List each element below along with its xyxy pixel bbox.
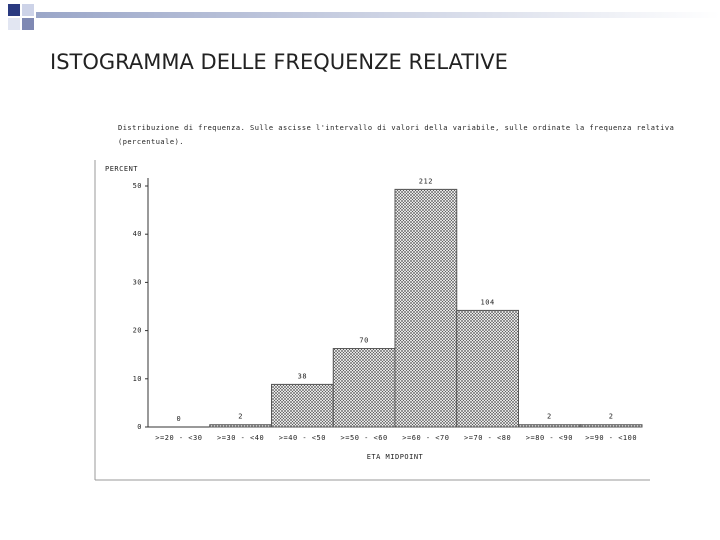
bar [394, 188, 458, 428]
bar [209, 424, 272, 428]
data-label: 2 [609, 413, 614, 421]
data-label: 104 [481, 298, 495, 306]
y-axis-label: PERCENT [105, 165, 138, 173]
caption: Distribuzione di frequenza. Sulle asciss… [118, 124, 674, 132]
bar [332, 348, 396, 428]
x-tick-label: >=60 - <70 [402, 434, 449, 442]
decoration [8, 4, 720, 30]
bar [518, 424, 581, 428]
bar [456, 309, 519, 428]
data-label: 2 [238, 413, 243, 421]
data-label: 70 [359, 337, 368, 345]
x-tick-label: >=50 - <60 [341, 434, 388, 442]
data-label: 38 [298, 372, 307, 380]
y-tick-label: 20 [133, 327, 142, 335]
data-label: 2 [547, 413, 552, 421]
x-tick-label: >=30 - <40 [217, 434, 264, 442]
x-tick-label: >=80 - <90 [526, 434, 573, 442]
bar [271, 383, 334, 428]
x-axis-label: ETA MIDPOINT [367, 453, 424, 461]
y-tick-label: 30 [133, 278, 142, 286]
x-tick-label: >=20 - <30 [155, 434, 202, 442]
caption: (percentuale). [118, 138, 184, 146]
y-tick-label: 50 [133, 182, 142, 190]
data-label: 0 [177, 415, 182, 423]
y-tick-label: 0 [137, 423, 142, 431]
x-tick-label: >=90 - <100 [585, 434, 637, 442]
x-tick-label: >=70 - <80 [464, 434, 511, 442]
bar [579, 424, 643, 428]
y-tick-label: 40 [133, 230, 142, 238]
x-tick-label: >=40 - <50 [279, 434, 326, 442]
data-label: 212 [419, 177, 433, 185]
y-tick-label: 10 [133, 375, 142, 383]
slide-title: ISTOGRAMMA DELLE FREQUENZE RELATIVE [50, 50, 508, 74]
